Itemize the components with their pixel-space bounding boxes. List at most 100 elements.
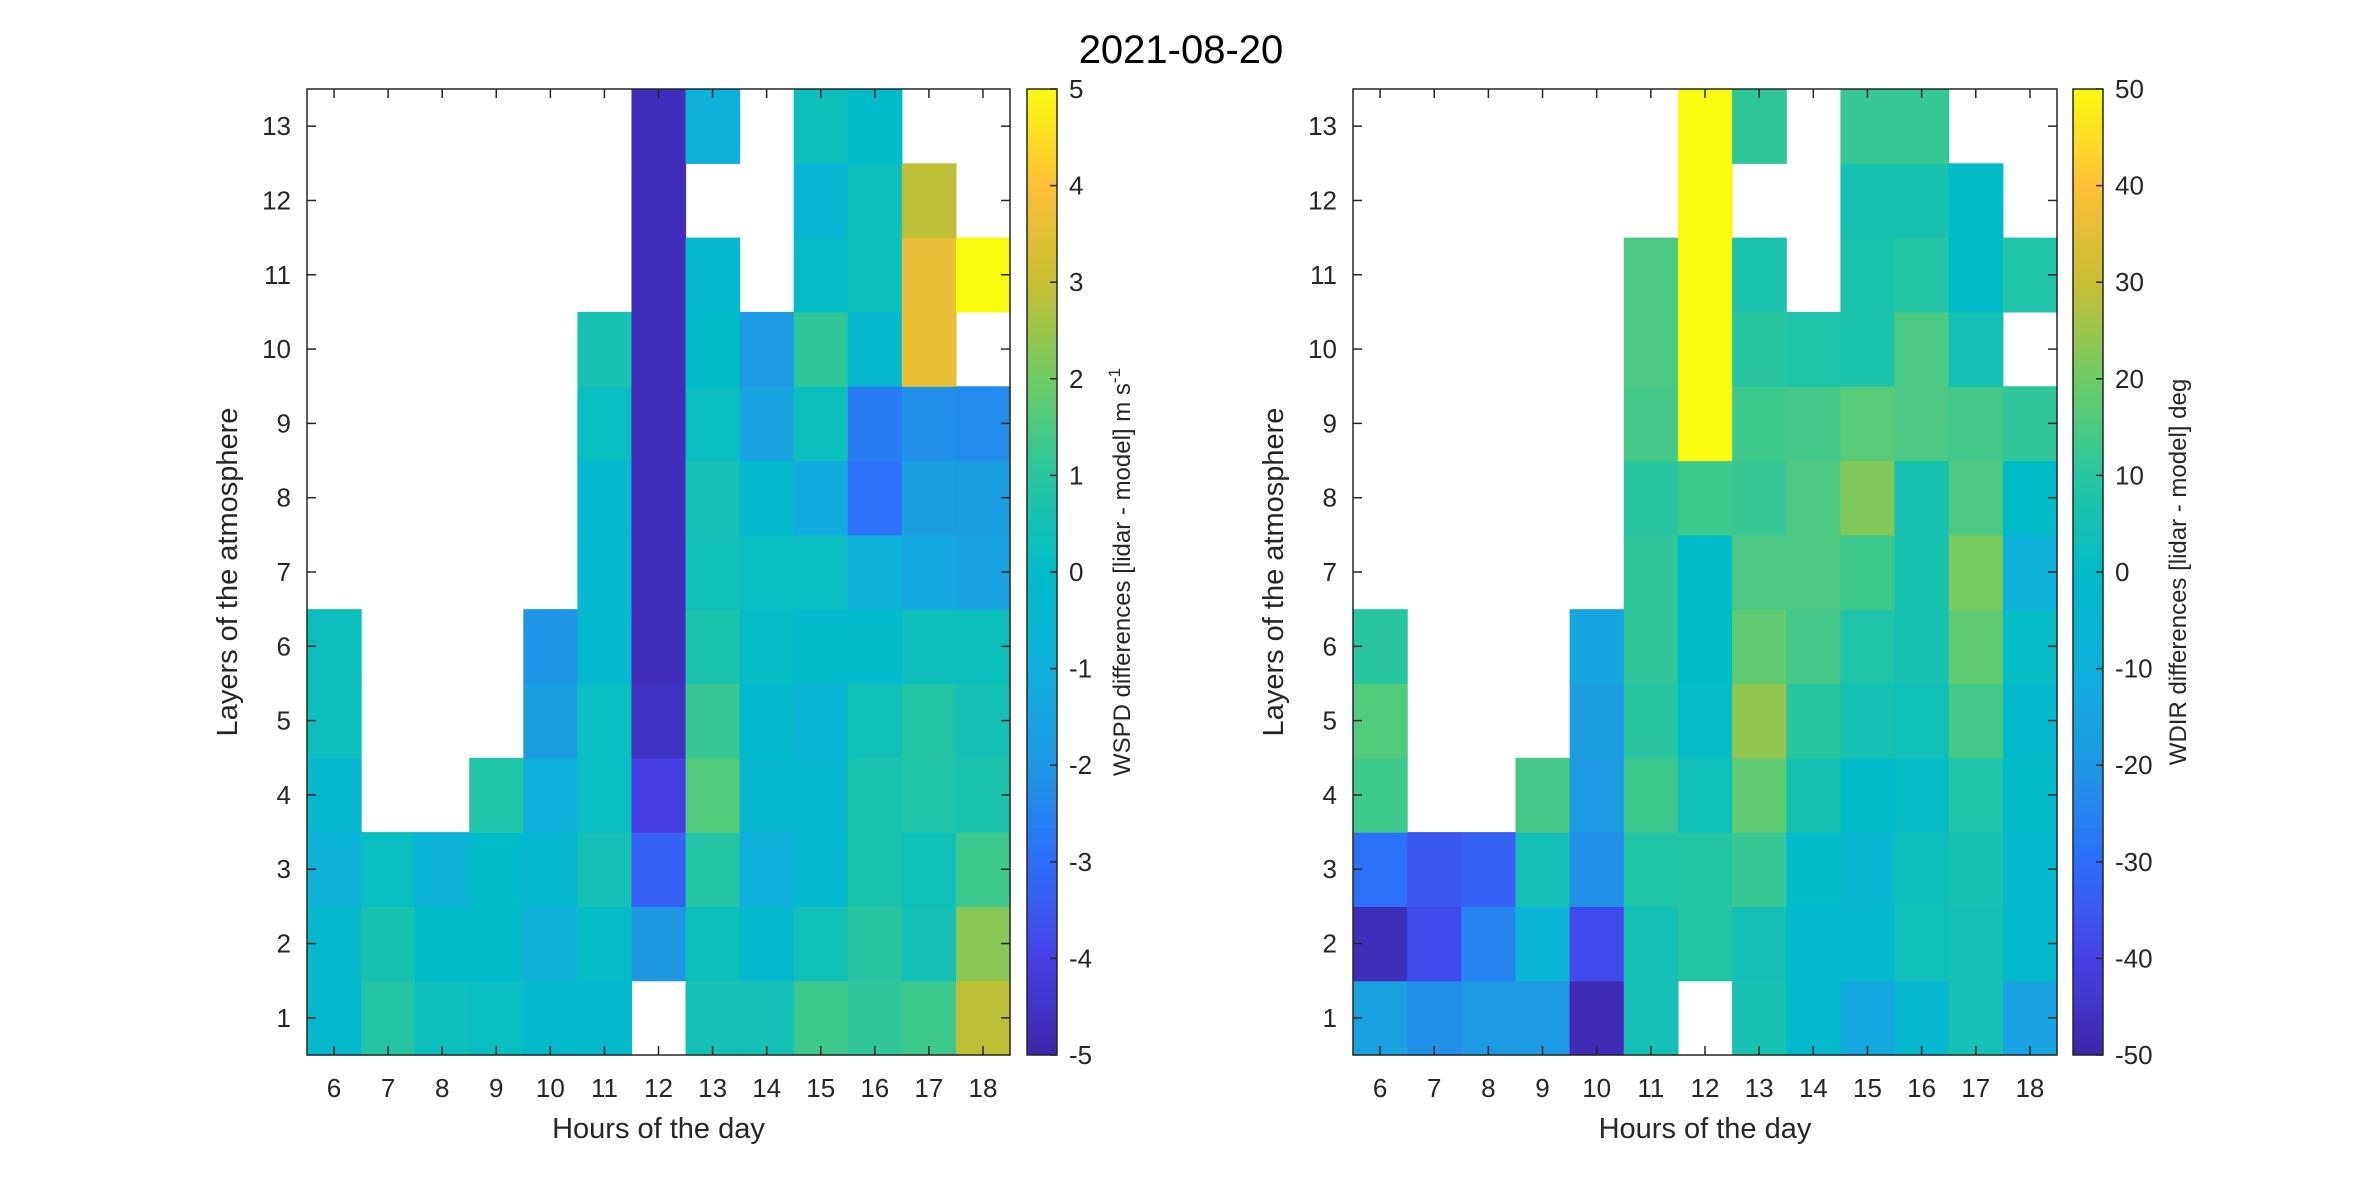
- heatmap-cell: [631, 386, 687, 462]
- heatmap-cell: [577, 906, 633, 982]
- y-tick-label: 8: [1323, 483, 1337, 513]
- heatmap-cell: [1948, 311, 2004, 387]
- colorbar-tick-label: 1: [1069, 460, 1083, 490]
- heatmap-cell: [1948, 386, 2004, 462]
- heatmap-cell: [739, 980, 795, 1056]
- heatmap-cell: [847, 609, 903, 685]
- x-axis-label: Hours of the day: [1599, 1113, 1812, 1145]
- heatmap-cell: [1948, 163, 2004, 239]
- heatmap-cell: [1515, 757, 1571, 833]
- heatmap-cell: [1461, 832, 1517, 907]
- heatmap-cell: [1948, 906, 2004, 982]
- heatmap-cell: [1623, 386, 1679, 462]
- heatmap-cell: [1786, 311, 1841, 387]
- heatmap-cells: [1353, 89, 2058, 1056]
- heatmap-cell: [577, 460, 633, 536]
- heatmap-cell: [1840, 683, 1896, 759]
- y-tick-label: 9: [277, 408, 291, 438]
- heatmap-cell: [631, 89, 687, 164]
- heatmap-cell: [1840, 460, 1896, 536]
- heatmap-cell: [1353, 683, 1408, 759]
- heatmap-cell: [685, 89, 741, 164]
- heatmap-cell: [685, 386, 741, 462]
- x-tick-label: 13: [698, 1073, 727, 1103]
- heatmap-cell: [1894, 386, 1950, 462]
- x-tick-label: 14: [1799, 1073, 1828, 1103]
- heatmap-cell: [469, 906, 524, 982]
- heatmap-cell: [1623, 609, 1679, 685]
- heatmap-cell: [901, 980, 957, 1056]
- y-tick-label: 7: [1323, 557, 1337, 587]
- y-axis-label: Layers of the atmosphere: [212, 408, 244, 737]
- x-tick-label: 18: [969, 1073, 998, 1103]
- heatmap-cell: [1569, 980, 1625, 1056]
- heatmap-cell: [1623, 237, 1679, 313]
- heatmap-cell: [1786, 980, 1841, 1056]
- heatmap-cell: [1840, 609, 1896, 685]
- heatmap-cell: [1894, 980, 1950, 1056]
- heatmap-cell: [1840, 534, 1896, 610]
- heatmap-cell: [685, 683, 741, 759]
- heatmap-cell: [1786, 683, 1841, 759]
- heatmap-cell: [847, 386, 903, 462]
- y-tick-label: 8: [277, 483, 291, 513]
- colorbar-tick-label: -4: [1069, 943, 1092, 973]
- heatmap-cell: [1894, 832, 1950, 907]
- y-tick-label: 9: [1323, 408, 1337, 438]
- heatmap-panel-2: 6 7 8 9 10 11 12 13 14 15 16 17 1812345678910111213H…: [1258, 74, 2192, 1145]
- heatmap-cell: [685, 311, 741, 387]
- heatmap-cells: [307, 89, 1011, 1056]
- heatmap-cell: [739, 386, 795, 462]
- heatmap-cell: [361, 980, 416, 1056]
- colorbar-tick-label: -30: [2115, 847, 2153, 877]
- x-tick-label: 7: [1427, 1073, 1441, 1103]
- heatmap-cell: [1840, 757, 1896, 833]
- colorbar-tick-label: -20: [2115, 750, 2153, 780]
- colorbar-tick-label: 2: [1069, 364, 1083, 394]
- heatmap-cell: [901, 832, 957, 907]
- heatmap-cell: [685, 534, 741, 610]
- heatmap-cell: [1840, 386, 1896, 462]
- heatmap-cell: [523, 757, 578, 833]
- heatmap-cell: [1353, 609, 1408, 685]
- y-tick-label: 11: [264, 260, 291, 290]
- x-tick-label: 8: [435, 1073, 449, 1103]
- heatmap-cell: [1623, 906, 1679, 982]
- colorbar-tick-label: -5: [1069, 1040, 1092, 1070]
- colorbar-tick-label: 10: [2115, 460, 2144, 490]
- heatmap-cell: [847, 683, 903, 759]
- heatmap-cell: [631, 906, 687, 982]
- x-tick-label: 13: [1745, 1073, 1774, 1103]
- heatmap-cell: [1894, 906, 1950, 982]
- heatmap-cell: [1786, 832, 1841, 907]
- heatmap-cell: [631, 609, 687, 685]
- heatmap-cell: [469, 757, 524, 833]
- heatmap-cell: [1732, 832, 1787, 907]
- y-tick-label: 12: [262, 185, 291, 215]
- heatmap-cell: [1786, 757, 1841, 833]
- heatmap-cell: [1677, 311, 1733, 387]
- y-tick-label: 10: [1308, 334, 1337, 364]
- y-tick-label: 7: [277, 557, 291, 587]
- heatmap-cell: [1732, 980, 1787, 1056]
- heatmap-panel-1: 6 7 8 9 10 11 12 13 14 15 16 17 1812345678910111213H…: [212, 74, 1136, 1145]
- heatmap-cell: [523, 832, 578, 907]
- heatmap-cell: [1732, 89, 1787, 164]
- heatmap-cell: [1894, 534, 1950, 610]
- colorbar-tick-label: 4: [1069, 171, 1083, 201]
- heatmap-cell: [739, 609, 795, 685]
- heatmap-cell: [901, 460, 957, 536]
- y-tick-label: 3: [1323, 854, 1337, 884]
- heatmap-cell: [1677, 237, 1733, 313]
- heatmap-cell: [847, 460, 903, 536]
- heatmap-cell: [577, 386, 633, 462]
- heatmap-cell: [901, 237, 957, 313]
- heatmap-cell: [1894, 683, 1950, 759]
- heatmap-cell: [1677, 832, 1733, 907]
- colorbar-tick-label: 30: [2115, 267, 2144, 297]
- heatmap-cell: [793, 534, 849, 610]
- heatmap-cell: [793, 683, 849, 759]
- heatmap-cell: [793, 460, 849, 536]
- heatmap-cell: [1948, 832, 2004, 907]
